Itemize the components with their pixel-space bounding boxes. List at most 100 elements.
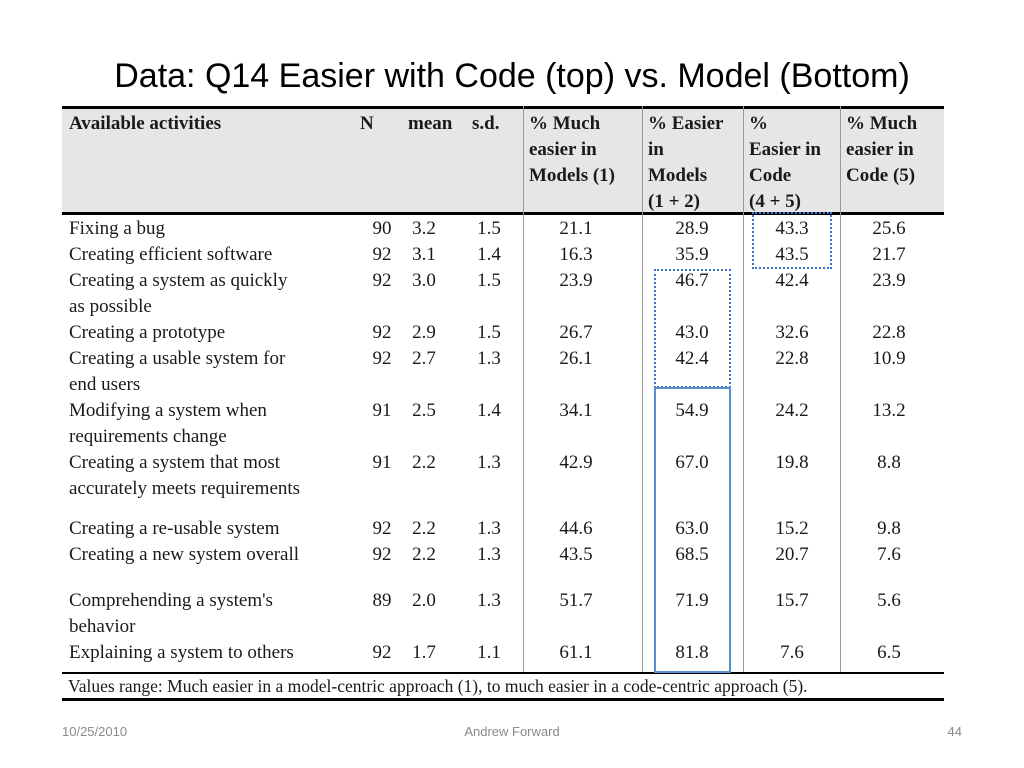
cell-much-code: 22.8 — [872, 322, 906, 343]
table-bottom-rule — [62, 672, 944, 674]
cell-much-code: 10.9 — [872, 348, 906, 369]
cell-sd: 1.4 — [477, 400, 501, 421]
cell-sd: 1.5 — [477, 218, 501, 239]
cell-much-models: 34.1 — [559, 400, 593, 421]
activity-label-continuation: accurately meets requirements — [69, 478, 301, 499]
easier-models-highlight-solid — [654, 387, 731, 673]
cell-sd: 1.3 — [477, 348, 501, 369]
table-header-background — [62, 106, 944, 212]
table-footnote: Values range: Much easier in a model-cen… — [68, 676, 808, 696]
activity-label: Creating a system that most — [69, 452, 281, 473]
activity-label: Creating a re-usable system — [69, 518, 280, 539]
cell-easier-code: 7.6 — [780, 642, 804, 663]
cell-much-models: 26.1 — [559, 348, 593, 369]
cell-mean: 2.5 — [412, 400, 436, 421]
cell-much-models: 44.6 — [559, 518, 593, 539]
cell-much-models: 16.3 — [559, 244, 593, 265]
activity-label: Creating a system as quickly — [69, 270, 288, 291]
cell-much-code: 9.8 — [877, 518, 901, 539]
cell-n: 92 — [372, 322, 392, 343]
column-divider — [743, 106, 744, 672]
results-table: Available activities N mean s.d. % Much … — [62, 106, 944, 701]
header-available-activities: Available activities — [69, 113, 222, 134]
cell-easier-models: 35.9 — [675, 244, 709, 265]
cell-easier-models: 46.7 — [675, 270, 709, 291]
cell-mean: 2.7 — [412, 348, 436, 369]
cell-sd: 1.3 — [477, 590, 501, 611]
cell-much-models: 51.7 — [559, 590, 593, 611]
cell-mean: 2.2 — [412, 518, 436, 539]
activity-label: Creating a prototype — [69, 322, 226, 343]
cell-easier-models: 81.8 — [675, 642, 709, 663]
cell-much-code: 23.9 — [872, 270, 906, 291]
header-mean: mean — [408, 113, 453, 134]
cell-sd: 1.4 — [477, 244, 501, 265]
cell-mean: 2.2 — [412, 544, 436, 565]
cell-mean: 3.1 — [412, 244, 436, 265]
activity-label: Creating efficient software — [69, 244, 273, 265]
cell-easier-models: 68.5 — [675, 544, 709, 565]
activity-label: Comprehending a system's — [69, 590, 273, 611]
cell-much-models: 61.1 — [559, 642, 593, 663]
activity-label: Creating a new system overall — [69, 544, 300, 565]
cell-n: 92 — [372, 348, 392, 369]
header-easier-models: % Easier in Models (1 + 2) — [648, 113, 724, 212]
header-sd: s.d. — [472, 113, 500, 134]
cell-much-code: 8.8 — [877, 452, 901, 473]
activity-label: Explaining a system to others — [69, 642, 294, 663]
footnote-bottom-rule — [62, 698, 944, 701]
cell-much-code: 25.6 — [872, 218, 906, 239]
cell-easier-code: 22.8 — [775, 348, 809, 369]
cell-much-code: 21.7 — [872, 244, 906, 265]
cell-easier-code: 42.4 — [775, 270, 809, 291]
column-divider — [840, 106, 841, 672]
cell-easier-code: 15.7 — [775, 590, 809, 611]
cell-easier-code: 15.2 — [775, 518, 809, 539]
activity-label: Fixing a bug — [69, 218, 166, 239]
cell-sd: 1.3 — [477, 452, 501, 473]
cell-n: 91 — [372, 452, 392, 473]
cell-easier-models: 42.4 — [675, 348, 709, 369]
activity-label-continuation: end users — [69, 374, 141, 395]
cell-easier-models: 67.0 — [675, 452, 709, 473]
header-n: N — [360, 113, 374, 134]
easier-models-highlight-dotted — [654, 269, 731, 388]
cell-easier-code: 32.6 — [775, 322, 809, 343]
cell-sd: 1.5 — [477, 270, 501, 291]
cell-easier-code: 24.2 — [775, 400, 809, 421]
cell-much-code: 6.5 — [877, 642, 901, 663]
cell-mean: 3.2 — [412, 218, 436, 239]
cell-easier-code: 43.3 — [775, 218, 809, 239]
cell-sd: 1.5 — [477, 322, 501, 343]
cell-much-code: 7.6 — [877, 544, 901, 565]
table-top-rule — [62, 106, 944, 109]
cell-easier-code: 43.5 — [775, 244, 809, 265]
easier-code-highlight-dotted — [752, 212, 832, 269]
footer-date: 10/25/2010 — [62, 724, 128, 739]
cell-easier-models: 28.9 — [675, 218, 709, 239]
cell-mean: 2.0 — [412, 590, 436, 611]
cell-easier-code: 20.7 — [775, 544, 809, 565]
cell-n: 91 — [372, 400, 392, 421]
cell-n: 92 — [372, 518, 392, 539]
header-much-easier-models: % Much easier in Models (1) — [529, 113, 616, 186]
cell-sd: 1.1 — [477, 642, 501, 663]
cell-mean: 2.9 — [412, 322, 436, 343]
column-divider — [642, 106, 643, 672]
cell-much-models: 43.5 — [559, 544, 593, 565]
activity-label-continuation: behavior — [69, 616, 136, 637]
cell-n: 92 — [372, 244, 392, 265]
column-divider — [523, 106, 524, 672]
cell-sd: 1.3 — [477, 544, 501, 565]
cell-sd: 1.3 — [477, 518, 501, 539]
cell-n: 89 — [372, 590, 392, 611]
cell-much-models: 42.9 — [559, 452, 593, 473]
cell-mean: 3.0 — [412, 270, 436, 291]
cell-much-code: 5.6 — [877, 590, 901, 611]
header-easier-code: % Easier in Code (4 + 5) — [749, 113, 821, 212]
cell-easier-code: 19.8 — [775, 452, 809, 473]
activity-label: Creating a usable system for — [69, 348, 286, 369]
cell-easier-models: 54.9 — [675, 400, 709, 421]
cell-easier-models: 43.0 — [675, 322, 709, 343]
table-header-rule — [62, 212, 944, 215]
